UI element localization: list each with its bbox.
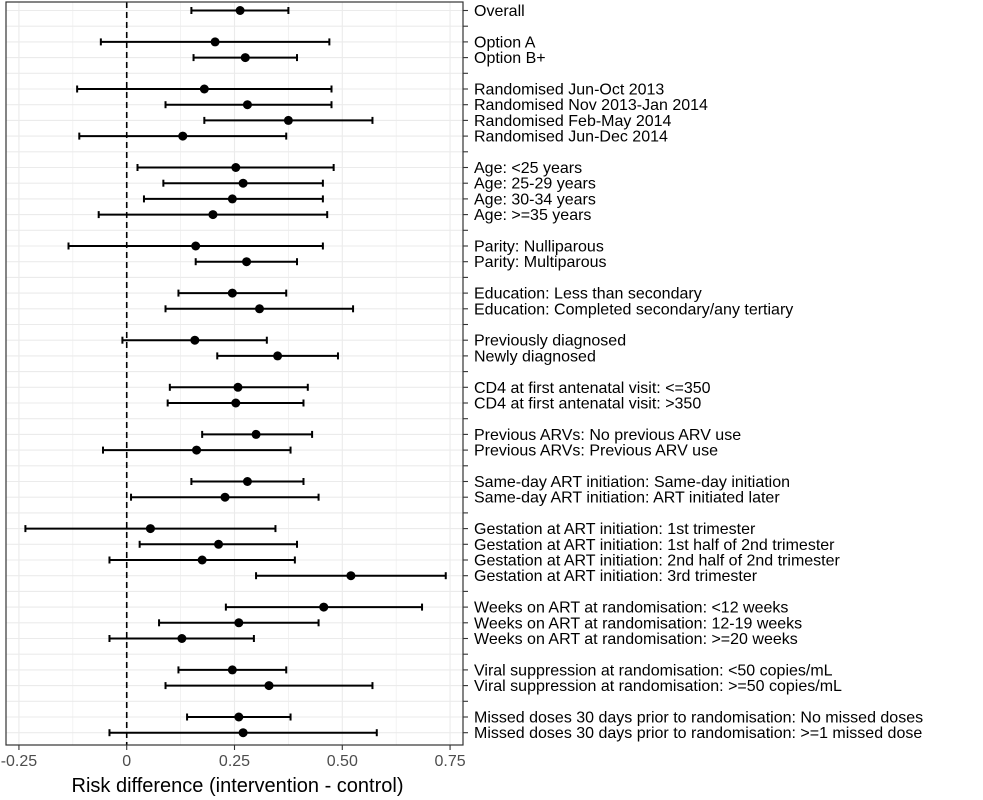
grid-lines — [6, 2, 463, 745]
point-estimate — [177, 634, 187, 643]
point-estimate — [235, 6, 245, 15]
point-estimate — [145, 524, 155, 534]
category-label: Randomised Feb-May 2014 — [474, 113, 672, 130]
point-estimate — [191, 241, 201, 251]
category-label: Viral suppression at randomisation: >=50… — [474, 678, 842, 695]
point-estimate — [220, 492, 230, 502]
category-label: Age: <25 years — [474, 160, 582, 177]
point-estimate — [210, 37, 220, 47]
point-estimate — [231, 398, 241, 408]
category-label: Weeks on ART at randomisation: 12-19 wee… — [474, 615, 802, 632]
point-estimate — [283, 115, 293, 125]
point-estimate — [214, 539, 224, 549]
category-label: Missed doses 30 days prior to randomisat… — [474, 725, 922, 742]
point-estimate — [208, 210, 218, 220]
category-label: Previously diagnosed — [474, 333, 626, 350]
category-label: Option A — [474, 34, 536, 51]
point-estimate — [319, 602, 329, 612]
category-label: Previous ARVs: Previous ARV use — [474, 443, 718, 460]
category-label: Randomised Jun-Dec 2014 — [474, 129, 668, 146]
category-label: Option B+ — [474, 50, 546, 67]
point-estimate — [199, 84, 209, 94]
point-estimate — [242, 257, 252, 267]
category-label: Gestation at ART initiation: 2nd half of… — [474, 553, 841, 570]
category-label: Gestation at ART initiation: 1st trimest… — [474, 521, 756, 538]
point-estimate — [197, 555, 207, 565]
x-tick-label: 0.75 — [434, 753, 465, 770]
point-estimate — [251, 429, 261, 439]
point-estimate — [231, 163, 241, 172]
category-label: Parity: Nulliparous — [474, 239, 604, 256]
point-estimate — [234, 712, 244, 722]
x-tick-label: 0 — [122, 753, 131, 770]
point-estimate — [227, 194, 237, 204]
point-estimate — [273, 351, 283, 361]
x-axis-title: Risk difference (intervention - control) — [72, 775, 404, 797]
point-estimate — [346, 571, 356, 581]
point-estimate — [242, 477, 252, 486]
category-label: Age: 25-29 years — [474, 176, 596, 193]
point-estimate — [242, 100, 252, 110]
x-tick-label: 0.50 — [327, 753, 358, 770]
category-label: Viral suppression at randomisation: <50 … — [474, 662, 833, 679]
point-estimate — [233, 382, 243, 392]
category-label: Previous ARVs: No previous ARV use — [474, 427, 741, 444]
point-estimate — [234, 618, 244, 628]
category-label: Missed doses 30 days prior to randomisat… — [474, 710, 923, 727]
category-label: Same-day ART initiation: ART initiated l… — [474, 490, 780, 507]
category-label: Randomised Jun-Oct 2013 — [474, 82, 664, 99]
point-estimate — [240, 53, 250, 63]
category-label: Gestation at ART initiation: 3rd trimest… — [474, 568, 758, 585]
category-label: Age: 30-34 years — [474, 191, 596, 208]
point-estimate — [238, 178, 248, 188]
point-estimate — [264, 681, 274, 691]
point-estimate — [227, 288, 237, 298]
point-estimate — [192, 445, 202, 455]
category-label: CD4 at first antenatal visit: >350 — [474, 396, 701, 413]
estimate-marks — [24, 6, 447, 738]
category-label: CD4 at first antenatal visit: <=350 — [474, 380, 711, 397]
point-estimate — [190, 335, 200, 345]
category-label: Age: >=35 years — [474, 207, 591, 224]
point-estimate — [227, 665, 237, 675]
category-label: Overall — [474, 3, 525, 20]
category-label: Same-day ART initiation: Same-day initia… — [474, 474, 790, 491]
point-estimate — [178, 131, 188, 141]
x-tick-label: 0.25 — [219, 753, 250, 770]
point-estimate — [238, 728, 248, 738]
x-tick-label: -0.25 — [1, 753, 38, 770]
category-label: Weeks on ART at randomisation: >=20 week… — [474, 631, 798, 648]
category-label: Education: Less than secondary — [474, 286, 702, 303]
point-estimate — [255, 304, 265, 314]
category-label: Education: Completed secondary/any terti… — [474, 301, 793, 318]
x-axis: -0.25 0 0.25 0.50 0.75 — [1, 745, 466, 770]
category-label: Randomised Nov 2013-Jan 2014 — [474, 97, 708, 114]
category-label: Newly diagnosed — [474, 348, 596, 365]
category-label: Gestation at ART initiation: 1st half of… — [474, 537, 835, 554]
category-label: Parity: Multiparous — [474, 254, 607, 271]
category-label: Weeks on ART at randomisation: <12 weeks — [474, 600, 788, 617]
